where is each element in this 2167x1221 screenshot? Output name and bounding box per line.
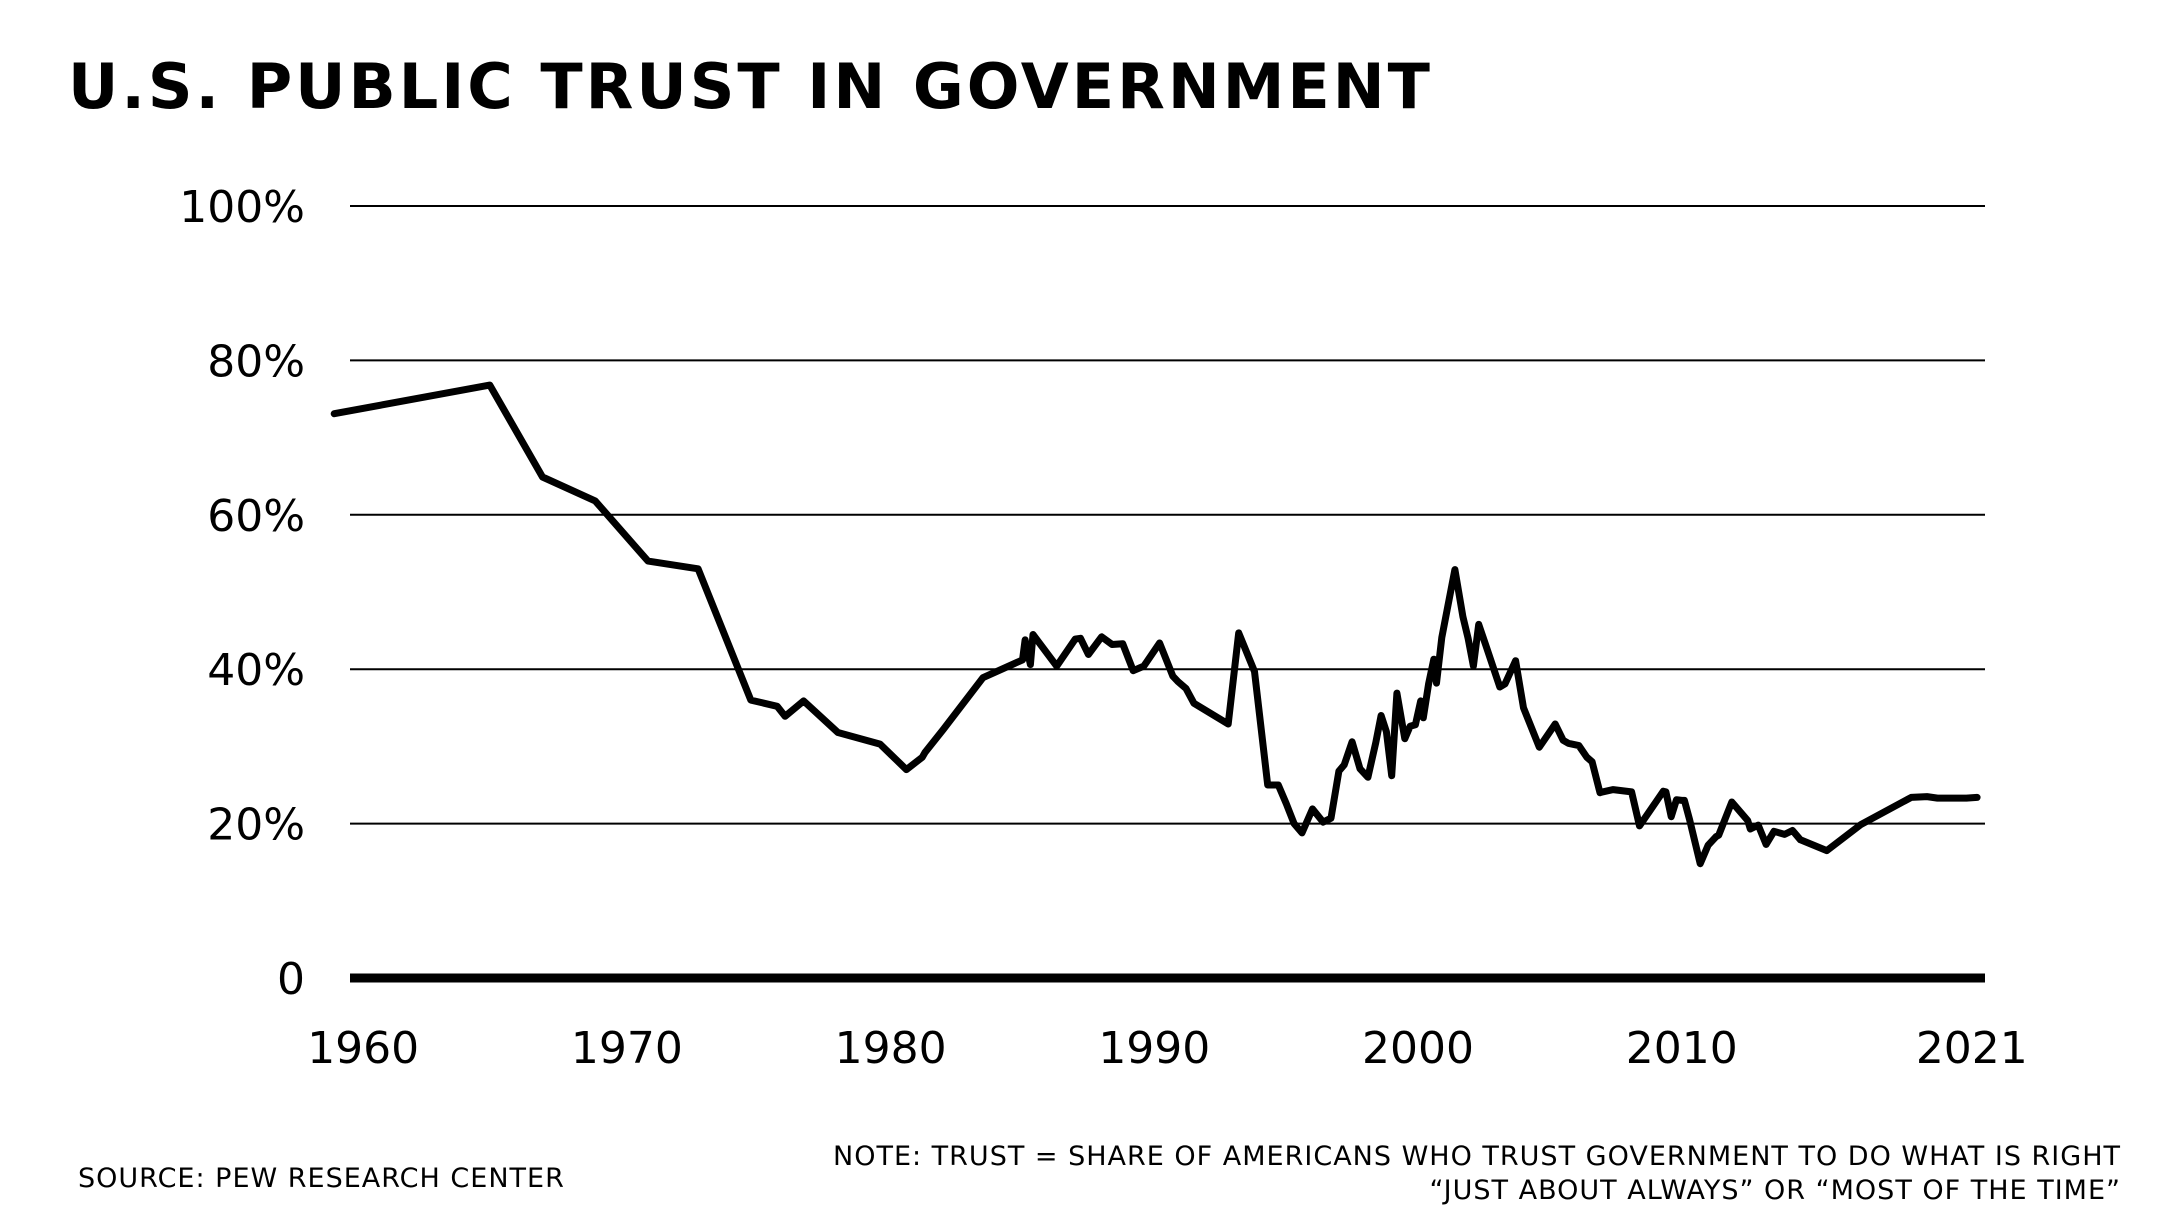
y-tick-label: 20% bbox=[207, 800, 305, 851]
x-tick-label: 2021 bbox=[1916, 1023, 2028, 1074]
x-tick-label: 1980 bbox=[835, 1023, 947, 1074]
source-note: SOURCE: PEW RESEARCH CENTER bbox=[78, 1163, 565, 1194]
x-tick-label: 1970 bbox=[571, 1023, 683, 1074]
series-line-trust bbox=[330, 381, 1981, 868]
y-tick-label: 80% bbox=[207, 336, 305, 387]
gridlines bbox=[350, 205, 1985, 825]
y-axis-ticks: 0 20% 40% 60% 80% 100% bbox=[179, 182, 305, 1005]
x-tick-label: 2000 bbox=[1362, 1023, 1474, 1074]
note-line-2: “JUST ABOUT ALWAYS” OR “MOST OF THE TIME… bbox=[1429, 1175, 2121, 1206]
y-tick-label: 60% bbox=[207, 491, 305, 542]
page-title: U.S. PUBLIC TRUST IN GOVERNMENT bbox=[68, 50, 1433, 123]
y-tick-label: 100% bbox=[179, 182, 305, 233]
definition-note: NOTE: TRUST = SHARE OF AMERICANS WHO TRU… bbox=[833, 1140, 2121, 1208]
x-tick-label: 1960 bbox=[307, 1023, 419, 1074]
x-tick-label: 2010 bbox=[1626, 1023, 1738, 1074]
note-line-1: NOTE: TRUST = SHARE OF AMERICANS WHO TRU… bbox=[833, 1141, 2121, 1172]
x-tick-label: 1990 bbox=[1098, 1023, 1210, 1074]
y-tick-label: 0 bbox=[277, 954, 305, 1005]
y-tick-label: 40% bbox=[207, 645, 305, 696]
x-axis-ticks: 1960 1970 1980 1990 2000 2010 2021 bbox=[307, 1023, 2028, 1074]
